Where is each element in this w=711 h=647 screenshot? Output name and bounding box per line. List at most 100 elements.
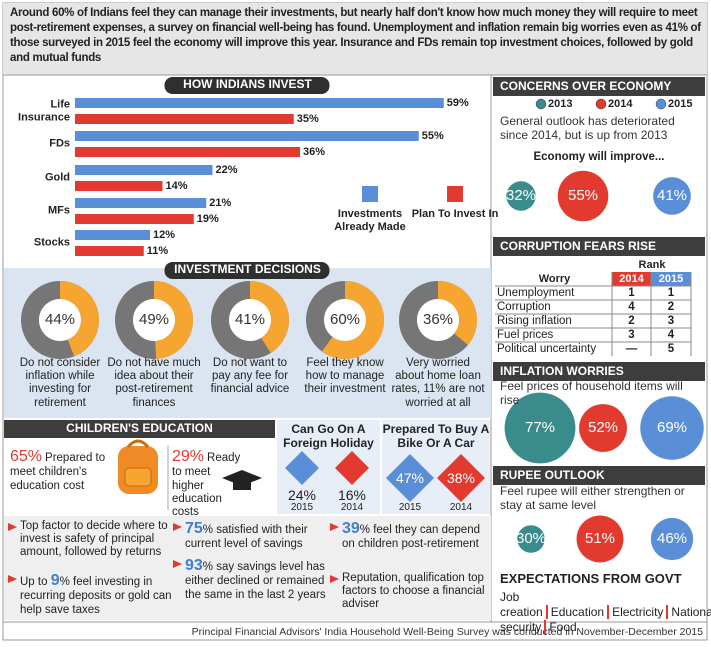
backpack-pocket xyxy=(124,467,152,487)
diamond xyxy=(285,451,319,485)
legend-label: 2015 xyxy=(668,98,693,110)
value-label: 47% xyxy=(395,470,425,486)
value-label: 55% xyxy=(421,130,444,142)
value-label: 41% xyxy=(656,187,688,204)
column-header: 2015 xyxy=(658,273,684,285)
legend-label: Investments Already Made xyxy=(334,208,406,233)
legend-swatch xyxy=(362,186,378,202)
bar xyxy=(75,147,300,157)
value-label: 30% xyxy=(515,530,547,547)
category-label: Gold xyxy=(44,171,70,184)
value-label: 46% xyxy=(656,530,688,547)
bullet-arrow xyxy=(8,575,17,583)
value-label: 12% xyxy=(153,229,176,241)
bar xyxy=(75,230,150,240)
value-label: 38% xyxy=(446,470,476,486)
donut-hole xyxy=(324,299,366,341)
table-cell: Unemployment xyxy=(497,287,575,299)
bubble xyxy=(506,181,536,211)
year-label: 2014 xyxy=(449,502,473,513)
year-label: 2014 xyxy=(340,502,364,513)
donut-segment xyxy=(399,281,477,359)
expectation: Education xyxy=(550,605,610,619)
chart-title: Prepared To Buy A Bike Or A Car xyxy=(382,422,490,450)
bullet-arrow xyxy=(8,523,17,531)
chart-title: Can Go On A Foreign Holiday xyxy=(283,422,374,450)
diamond xyxy=(335,451,369,485)
bubble xyxy=(557,170,609,222)
donut-hole xyxy=(133,299,175,341)
caption: Do not have much idea about their post-r… xyxy=(107,357,201,409)
bullets-bg xyxy=(4,516,491,620)
education-text: Prepared to meet children's education co… xyxy=(10,452,106,492)
bullet: Top factor to decide where to invest is … xyxy=(20,520,178,560)
section-title: CHILDREN'S EDUCATION xyxy=(66,421,213,435)
expectation: Food xyxy=(549,620,577,634)
bullet-highlight: 93 xyxy=(185,557,203,574)
bar xyxy=(75,98,444,108)
value-label: 60% xyxy=(329,311,361,328)
title-bar xyxy=(493,77,705,96)
value-label: 69% xyxy=(656,419,688,436)
bullet-highlight: 9 xyxy=(50,572,60,589)
caption: Do not consider inflation while investin… xyxy=(19,357,101,409)
legend-label: 2013 xyxy=(548,98,573,110)
title-pill xyxy=(164,77,330,94)
category-label: FDs xyxy=(49,137,70,150)
bullet: 75% satisfied with their current level o… xyxy=(185,520,333,552)
table-cell: 5 xyxy=(667,343,675,355)
year-label: 2015 xyxy=(398,502,422,513)
column-header: 2014 xyxy=(619,273,644,285)
caption: Do not want to pay any fee for financial… xyxy=(210,357,290,396)
expectation: Electricity xyxy=(612,605,669,619)
legend-swatch xyxy=(655,98,667,110)
annotation: Economy will improve... xyxy=(533,151,665,163)
table-cell: Fuel prices xyxy=(497,329,554,341)
bullet-arrow xyxy=(173,560,182,568)
cap-base xyxy=(233,482,251,490)
section-title: RUPEE OUTLOOK xyxy=(500,468,605,482)
bullet-text: % feel investing in recurring deposits o… xyxy=(20,576,172,616)
table-cell: 3 xyxy=(667,315,675,327)
expectation: Job creation xyxy=(500,590,548,619)
table-cell: Corruption xyxy=(497,301,551,313)
value-label: 35% xyxy=(296,113,319,125)
backpack-strap xyxy=(126,439,150,449)
title-pill xyxy=(164,262,330,279)
education-value: 65% xyxy=(10,448,43,465)
donut-segment xyxy=(306,281,384,359)
title-bar xyxy=(493,362,705,381)
value-label: 77% xyxy=(524,419,556,436)
bullet-arrow xyxy=(330,523,339,531)
value-label: 44% xyxy=(44,311,76,328)
value-label: 49% xyxy=(138,311,170,328)
table-cell: 4 xyxy=(667,329,675,341)
legend-swatch xyxy=(535,98,547,110)
expectations-list: Job creationEducationElectricityNational… xyxy=(500,590,711,635)
bar xyxy=(75,114,294,124)
value-label: 51% xyxy=(584,530,616,547)
title-bar xyxy=(493,466,705,485)
education-item: 65% Prepared to meet children's education… xyxy=(10,448,110,493)
bullet: 93% say savings level has either decline… xyxy=(185,557,333,602)
value-label: 41% xyxy=(234,311,266,328)
table-cell: 2 xyxy=(667,301,675,313)
header-cell xyxy=(612,272,651,286)
donut-hole xyxy=(417,299,459,341)
bullet-text: Reputation, qualification top factors to… xyxy=(342,572,485,611)
bullet-text: % say savings level has either declined … xyxy=(185,561,326,601)
chart-title: INVESTMENT DECISIONS xyxy=(174,262,321,276)
section-title: CONCERNS OVER ECONOMY xyxy=(500,79,672,93)
legend-label: 2014 xyxy=(608,98,633,110)
value-label: 36% xyxy=(303,146,326,158)
bullet: Up to 9% feel investing in recurring dep… xyxy=(20,572,178,617)
value-label: 59% xyxy=(446,97,469,109)
bubble xyxy=(576,515,624,563)
value-label: 21% xyxy=(209,197,232,209)
caption: Very worried about home loan rates, 11% … xyxy=(391,357,485,409)
donut-segment xyxy=(21,281,99,359)
bubble xyxy=(653,177,691,215)
bar xyxy=(75,165,213,175)
bar xyxy=(75,181,163,191)
title-bar xyxy=(493,237,705,256)
